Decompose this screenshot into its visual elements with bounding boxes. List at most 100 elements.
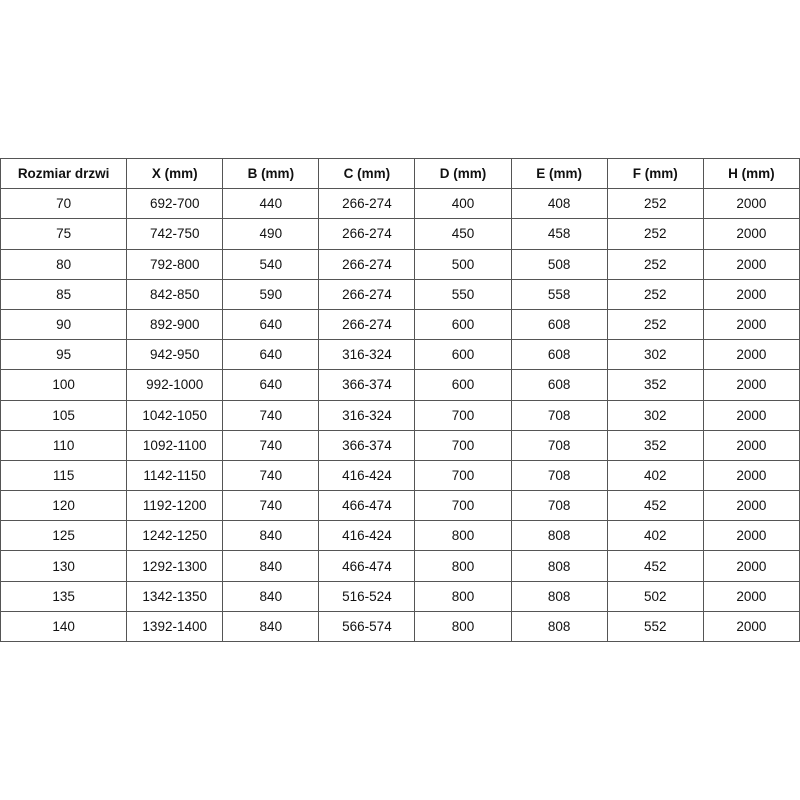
- column-header: Rozmiar drzwi: [0, 157, 128, 190]
- table-cell: 2000: [702, 580, 800, 612]
- table-cell: 100: [0, 369, 128, 401]
- table-cell: 1342-1350: [126, 580, 224, 612]
- table-cell: 2000: [702, 429, 800, 461]
- table-cell: 402: [606, 459, 704, 492]
- table-row: 100 992-1000 640 366-374 600 608 352 2000: [0, 369, 800, 401]
- table-cell: 416-424: [318, 459, 416, 492]
- table-cell: 2000: [702, 369, 800, 401]
- table-row: 125 1242-1250 840 416-424 800 808 402 2000: [0, 520, 800, 552]
- column-header: X (mm): [126, 157, 224, 190]
- table-cell: 80: [0, 248, 128, 280]
- table-cell: 2000: [702, 218, 800, 250]
- table-cell: 566-574: [318, 610, 416, 643]
- table-cell: 842-850: [126, 278, 224, 310]
- table-cell: 1142-1150: [126, 459, 224, 492]
- table-cell: 840: [222, 580, 320, 612]
- table-cell: 252: [606, 218, 704, 250]
- table-cell: 808: [510, 520, 608, 552]
- table-cell: 252: [606, 278, 704, 310]
- table-cell: 892-900: [126, 308, 224, 341]
- table-cell: 740: [222, 399, 320, 431]
- table-cell: 540: [222, 248, 320, 280]
- table-cell: 266-274: [318, 278, 416, 310]
- table-cell: 808: [510, 610, 608, 643]
- table-cell: 400: [414, 188, 512, 220]
- table-cell: 352: [606, 369, 704, 401]
- table-cell: 266-274: [318, 248, 416, 280]
- column-header: D (mm): [414, 157, 512, 190]
- table-cell: 840: [222, 550, 320, 582]
- table-cell: 302: [606, 339, 704, 371]
- table-cell: 120: [0, 490, 128, 522]
- table-cell: 640: [222, 308, 320, 341]
- table-row: 95 942-950 640 316-324 600 608 302 2000: [0, 339, 800, 371]
- table-cell: 2000: [702, 308, 800, 341]
- column-header: C (mm): [318, 157, 416, 190]
- table-cell: 110: [0, 429, 128, 461]
- table-cell: 85: [0, 278, 128, 310]
- table-cell: 700: [414, 429, 512, 461]
- table-cell: 130: [0, 550, 128, 582]
- table-cell: 1192-1200: [126, 490, 224, 522]
- table-cell: 115: [0, 459, 128, 492]
- table-cell: 95: [0, 339, 128, 371]
- table-cell: 516-524: [318, 580, 416, 612]
- table-cell: 252: [606, 188, 704, 220]
- column-header: H (mm): [702, 157, 800, 190]
- table-cell: 708: [510, 429, 608, 461]
- table-cell: 90: [0, 308, 128, 341]
- table-cell: 2000: [702, 248, 800, 280]
- table-row: 110 1092-1100 740 366-374 700 708 352 2000: [0, 429, 800, 461]
- table-cell: 2000: [702, 339, 800, 371]
- table-cell: 552: [606, 610, 704, 643]
- table-cell: 708: [510, 399, 608, 431]
- column-header: E (mm): [510, 157, 608, 190]
- table-cell: 700: [414, 459, 512, 492]
- table-cell: 600: [414, 308, 512, 341]
- table-cell: 366-374: [318, 429, 416, 461]
- table-cell: 1242-1250: [126, 520, 224, 552]
- table-cell: 366-374: [318, 369, 416, 401]
- table-cell: 1092-1100: [126, 429, 224, 461]
- table-cell: 266-274: [318, 218, 416, 250]
- table-cell: 808: [510, 580, 608, 612]
- table-cell: 2000: [702, 490, 800, 522]
- table-cell: 2000: [702, 188, 800, 220]
- table-cell: 500: [414, 248, 512, 280]
- table-cell: 452: [606, 550, 704, 582]
- table-cell: 590: [222, 278, 320, 310]
- table-cell: 740: [222, 459, 320, 492]
- table-cell: 608: [510, 369, 608, 401]
- door-size-table: Rozmiar drzwi X (mm) B (mm) C (mm) D (mm) E (…: [0, 157, 800, 643]
- table-cell: 402: [606, 520, 704, 552]
- table-row: 85 842-850 590 266-274 550 558 252 2000: [0, 278, 800, 310]
- table-row: 130 1292-1300 840 466-474 800 808 452 2000: [0, 550, 800, 582]
- table-cell: 700: [414, 399, 512, 431]
- table-cell: 1392-1400: [126, 610, 224, 643]
- table-row: 135 1342-1350 840 516-524 800 808 502 2000: [0, 580, 800, 612]
- table-cell: 316-324: [318, 339, 416, 371]
- table-cell: 466-474: [318, 490, 416, 522]
- table-row: 120 1192-1200 740 466-474 700 708 452 2000: [0, 490, 800, 522]
- table-cell: 140: [0, 610, 128, 643]
- table-cell: 558: [510, 278, 608, 310]
- table-row: 70 692-700 440 266-274 400 408 252 2000: [0, 188, 800, 220]
- table-cell: 700: [414, 490, 512, 522]
- table-cell: 740: [222, 490, 320, 522]
- table-cell: 125: [0, 520, 128, 552]
- table-cell: 2000: [702, 610, 800, 643]
- table-cell: 692-700: [126, 188, 224, 220]
- table-cell: 742-750: [126, 218, 224, 250]
- table-cell: 2000: [702, 278, 800, 310]
- table-cell: 1292-1300: [126, 550, 224, 582]
- table-cell: 466-474: [318, 550, 416, 582]
- table-cell: 640: [222, 339, 320, 371]
- table-cell: 800: [414, 520, 512, 552]
- table-cell: 992-1000: [126, 369, 224, 401]
- table-cell: 502: [606, 580, 704, 612]
- table-cell: 840: [222, 520, 320, 552]
- column-header: F (mm): [606, 157, 704, 190]
- table-cell: 1042-1050: [126, 399, 224, 431]
- table-cell: 452: [606, 490, 704, 522]
- table-cell: 640: [222, 369, 320, 401]
